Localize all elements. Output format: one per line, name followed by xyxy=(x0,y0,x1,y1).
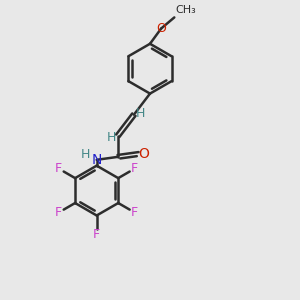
Text: N: N xyxy=(92,153,102,167)
Text: F: F xyxy=(55,206,62,219)
Text: H: H xyxy=(136,107,145,120)
Text: O: O xyxy=(139,147,150,161)
Text: F: F xyxy=(93,228,100,241)
Text: F: F xyxy=(55,162,62,175)
Text: H: H xyxy=(81,148,90,161)
Text: O: O xyxy=(156,22,166,35)
Text: CH₃: CH₃ xyxy=(176,5,196,15)
Text: H: H xyxy=(106,131,116,144)
Text: F: F xyxy=(131,206,138,219)
Text: F: F xyxy=(131,162,138,175)
